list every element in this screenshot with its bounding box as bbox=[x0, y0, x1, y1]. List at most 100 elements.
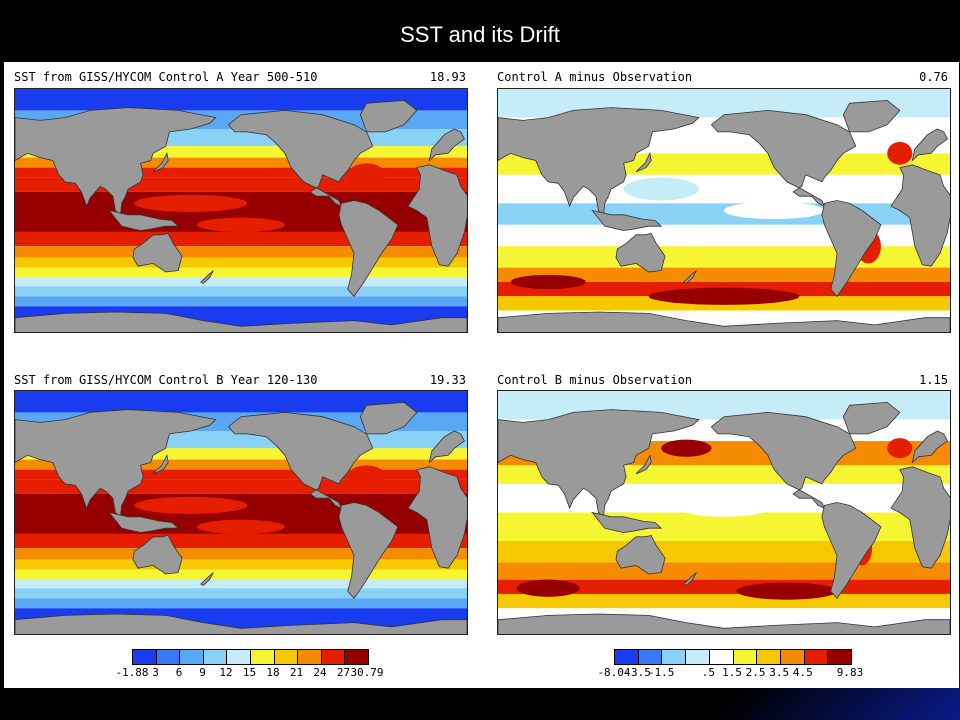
colorbar-tick-label: 24 bbox=[313, 666, 327, 679]
colorbar-tick-label: 12 bbox=[219, 666, 233, 679]
land-mass bbox=[407, 466, 467, 569]
colorbar-tick-label: 9.83 bbox=[836, 666, 864, 679]
colorbar-tick-label: 1.5 bbox=[722, 666, 742, 679]
colorbar-diff-labels: -8.04 -3.5 -1.5 .5 1.5 2.5 3.5 4.5 9.83 bbox=[597, 666, 863, 680]
anomaly-blob bbox=[516, 579, 580, 597]
land-mass bbox=[15, 311, 467, 332]
ocean-band bbox=[15, 231, 467, 247]
ocean-band bbox=[15, 296, 467, 307]
panel-a-sst-value: 18.93 bbox=[429, 70, 466, 84]
slide-title: SST and its Drift bbox=[400, 22, 560, 47]
ocean-band bbox=[498, 541, 950, 563]
land-mass bbox=[710, 411, 857, 509]
colorbar-cell bbox=[804, 650, 829, 664]
land-mass bbox=[821, 502, 882, 599]
colorbar-tick-label: 2.5 bbox=[745, 666, 766, 679]
colorbar-tick-label: 3 bbox=[152, 666, 159, 679]
ocean-band bbox=[15, 89, 467, 111]
land-mass bbox=[152, 152, 169, 173]
land-mass bbox=[227, 411, 374, 509]
land-mass bbox=[108, 511, 180, 533]
ocean-band bbox=[15, 286, 467, 297]
map-svg bbox=[498, 89, 950, 332]
colorbar-cell bbox=[662, 650, 687, 664]
land-mass bbox=[200, 572, 214, 586]
colorbar-tick-label: -1.88 bbox=[115, 666, 149, 679]
land-mass bbox=[132, 232, 183, 273]
colorbar-cell bbox=[227, 650, 251, 664]
land-mass bbox=[227, 109, 374, 207]
land-mass bbox=[428, 430, 466, 464]
land-mass bbox=[842, 401, 901, 435]
land-mass bbox=[428, 128, 466, 162]
land-mass bbox=[338, 200, 399, 297]
ocean-band bbox=[498, 224, 950, 247]
colorbar-sst bbox=[132, 649, 369, 665]
land-mass bbox=[615, 232, 666, 273]
colorbar-tick-label: -8.04 bbox=[597, 666, 631, 679]
ocean-band bbox=[15, 277, 467, 287]
land-mass bbox=[498, 613, 950, 634]
land-mass bbox=[591, 511, 663, 533]
land-mass bbox=[407, 164, 467, 267]
map-sst-control-b bbox=[14, 390, 468, 635]
ocean-band bbox=[498, 246, 950, 268]
colorbar-cell bbox=[828, 650, 852, 664]
anomaly-blob bbox=[736, 582, 837, 600]
colorbar-cell bbox=[757, 650, 781, 664]
land-mass bbox=[683, 572, 697, 586]
colorbar-tick-label: .5 bbox=[701, 666, 716, 679]
panel-a-diff-title: Control A minus Observation bbox=[497, 70, 693, 84]
colorbar-cell bbox=[615, 650, 639, 664]
anomaly-blob bbox=[134, 496, 248, 514]
ocean-band bbox=[15, 257, 467, 268]
colorbar-cell bbox=[203, 650, 228, 664]
map-diff-control-b bbox=[497, 390, 951, 635]
land-mass bbox=[15, 107, 217, 216]
ocean-band bbox=[15, 533, 467, 549]
colorbar-cell bbox=[180, 650, 204, 664]
colorbar-tick-label: 27 bbox=[336, 666, 351, 679]
ocean-band bbox=[15, 391, 467, 413]
colorbar-tick-label: -1.5 bbox=[647, 666, 675, 679]
ocean-band bbox=[15, 267, 467, 278]
colorbar-sst-labels: -1.88 3 6 9 12 15 18 21 24 27 30.79 bbox=[115, 666, 383, 680]
colorbar-cell bbox=[133, 650, 157, 664]
colorbar-tick-label: 18 bbox=[266, 666, 280, 679]
ocean-band bbox=[498, 203, 950, 225]
land-mass bbox=[615, 534, 666, 575]
colorbar-cell bbox=[274, 650, 299, 664]
anomaly-blob bbox=[510, 274, 586, 290]
colorbar-cell bbox=[780, 650, 805, 664]
land-mass bbox=[890, 164, 950, 267]
land-mass bbox=[152, 454, 169, 475]
anomaly-blob bbox=[661, 439, 712, 457]
land-mass bbox=[498, 107, 700, 216]
ocean-band bbox=[15, 559, 467, 570]
panel-a-sst-title: SST from GISS/HYCOM Control A Year 500-5… bbox=[14, 70, 318, 84]
anomaly-blob bbox=[673, 493, 775, 517]
ocean-band bbox=[15, 246, 467, 258]
land-mass bbox=[635, 152, 652, 173]
ocean-band bbox=[498, 562, 950, 580]
land-mass bbox=[498, 311, 950, 332]
ocean-band bbox=[15, 448, 467, 460]
colorbar-cell bbox=[709, 650, 734, 664]
ocean-band bbox=[15, 146, 467, 158]
colorbar-cell bbox=[156, 650, 181, 664]
anomaly-blob bbox=[623, 177, 699, 201]
colorbar-tick-label: -3.5 bbox=[624, 666, 651, 679]
land-mass bbox=[911, 128, 949, 162]
land-mass bbox=[710, 109, 857, 207]
ocean-band bbox=[15, 598, 467, 609]
anomaly-blob bbox=[724, 201, 825, 220]
ocean-band bbox=[15, 548, 467, 560]
colorbar-tick-label: 9 bbox=[199, 666, 206, 679]
land-mass bbox=[200, 270, 214, 284]
panel-a-diff-value: 0.76 bbox=[919, 70, 948, 84]
ocean-band bbox=[15, 157, 467, 168]
colorbar-tick-label: 4.5 bbox=[792, 666, 813, 679]
colorbar-diff bbox=[614, 649, 852, 665]
ocean-band bbox=[498, 593, 950, 609]
map-sst-control-a bbox=[14, 88, 468, 333]
